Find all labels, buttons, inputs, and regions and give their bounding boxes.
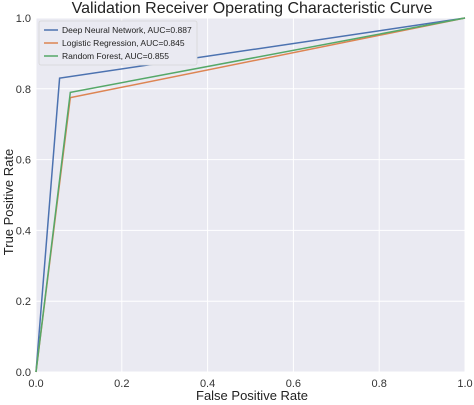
series-line-0 [35,17,466,373]
legend-entry: Random Forest, AUC=0.855 [62,51,169,61]
legend: Deep Neural Network, AUC=0.887 Logistic R… [38,20,198,66]
x-tick-label: 0.6 [286,378,301,390]
legend-entry: Logistic Regression, AUC=0.845 [62,38,185,48]
y-tick-label: 0.8 [16,84,31,96]
y-axis-ticks: 0.0 0.2 0.4 0.6 0.8 1.0 [16,13,31,379]
y-tick-label: 0.4 [16,225,31,237]
series-line-2 [35,17,466,373]
x-tick-label: 1.0 [457,378,472,390]
x-tick-label: 0.4 [200,378,215,390]
x-tick-label: 0.2 [114,378,129,390]
x-axis-label: False Positive Rate [196,388,308,403]
x-tick-label: 0.8 [372,378,387,390]
y-tick-label: 0.2 [16,296,31,308]
x-axis-ticks: 0.0 0.2 0.4 0.6 0.8 1.0 [28,378,472,390]
plot-area [36,18,465,372]
legend-box [38,20,198,66]
series-lines [35,17,466,373]
y-axis-label: True Positive Rate [1,149,16,255]
grid-lines [35,17,466,373]
legend-entry: Deep Neural Network, AUC=0.887 [62,25,192,35]
y-tick-label: 0.6 [16,155,31,167]
chart-title: Validation Receiver Operating Characteri… [72,0,433,17]
y-tick-label: 0.0 [16,367,31,379]
x-tick-label: 0.0 [28,378,43,390]
y-tick-label: 1.0 [16,13,31,25]
